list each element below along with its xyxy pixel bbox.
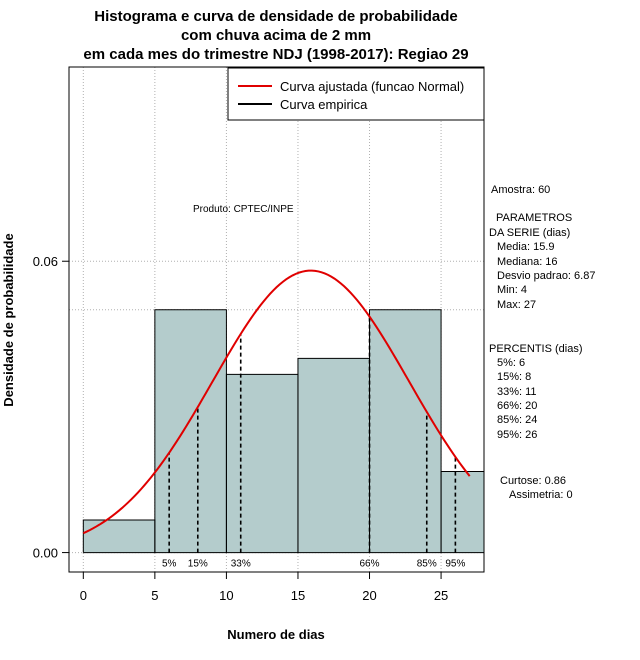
x-tick-label: 10 xyxy=(219,588,233,603)
percentil-5: 5%: 6 xyxy=(497,357,525,369)
percentil-95: 95%: 26 xyxy=(497,429,537,441)
y-axis-title: Densidade de probabilidade xyxy=(1,233,16,406)
y-tick-label: 0.06 xyxy=(33,254,58,269)
params-header-2: DA SERIE (dias) xyxy=(489,227,570,239)
legend: Curva ajustada (funcao Normal) Curva emp… xyxy=(227,67,485,121)
chart-title-line-3: em cada mes do trimestre NDJ (1998-2017)… xyxy=(83,46,468,63)
side-panel: Amostra: 60 PARAMETROS DA SERIE (dias) M… xyxy=(489,184,595,501)
param-sd: Desvio padrao: 6.87 xyxy=(497,270,595,282)
percentile-label: 15% xyxy=(188,559,208,570)
x-tick-label: 15 xyxy=(291,588,305,603)
percentile-label: 66% xyxy=(360,559,380,570)
histogram-bar xyxy=(441,471,484,553)
histogram-bar xyxy=(226,374,298,553)
product-annotation: Produto: CPTEC/INPE xyxy=(193,204,294,215)
chart-title-line-2: com chuva acima de 2 mm xyxy=(181,27,371,44)
plot-frame xyxy=(68,66,485,573)
histogram-bars xyxy=(82,309,485,554)
legend-label-empirical: Curva empirica xyxy=(280,97,368,112)
x-tick-label: 20 xyxy=(362,588,376,603)
percentile-label: 33% xyxy=(231,559,251,570)
percentil-33: 33%: 11 xyxy=(497,386,537,398)
histogram-bar xyxy=(154,309,227,553)
legend-box xyxy=(227,67,485,121)
percentil-85: 85%: 24 xyxy=(497,414,537,426)
param-max: Max: 27 xyxy=(497,299,536,311)
percentile-lines: 5% 15% 33% 66% 85% 95% xyxy=(162,316,465,570)
legend-label-normal: Curva ajustada (funcao Normal) xyxy=(280,79,464,94)
x-tick-label: 25 xyxy=(434,588,448,603)
param-mean: Media: 15.9 xyxy=(497,241,554,253)
kurtosis: Curtose: 0.86 xyxy=(500,475,566,487)
param-min: Min: 4 xyxy=(497,284,527,296)
params-header-1: PARAMETROS xyxy=(496,212,572,224)
chart-title-line-1: Histograma e curva de densidade de proba… xyxy=(94,8,457,25)
sample-size: Amostra: 60 xyxy=(491,184,550,196)
x-axis-title: Numero de dias xyxy=(227,627,325,642)
skewness: Assimetria: 0 xyxy=(509,489,573,501)
normal-curve xyxy=(82,269,471,535)
normal-curve-line xyxy=(82,269,471,535)
percentis-header: PERCENTIS (dias) xyxy=(489,343,583,355)
percentil-66: 66%: 20 xyxy=(497,400,537,412)
percentil-15: 15%: 8 xyxy=(497,371,531,383)
histogram-bar xyxy=(297,358,370,553)
y-tick-label: 0.00 xyxy=(33,546,58,561)
percentile-label: 95% xyxy=(445,559,465,570)
x-tick-label: 5 xyxy=(151,588,158,603)
percentile-label: 85% xyxy=(417,559,437,570)
param-median: Mediana: 16 xyxy=(497,256,558,268)
histogram-bar xyxy=(83,520,155,553)
histogram-bar xyxy=(369,309,442,553)
percentile-label: 5% xyxy=(162,559,177,570)
x-tick-label: 0 xyxy=(80,588,87,603)
